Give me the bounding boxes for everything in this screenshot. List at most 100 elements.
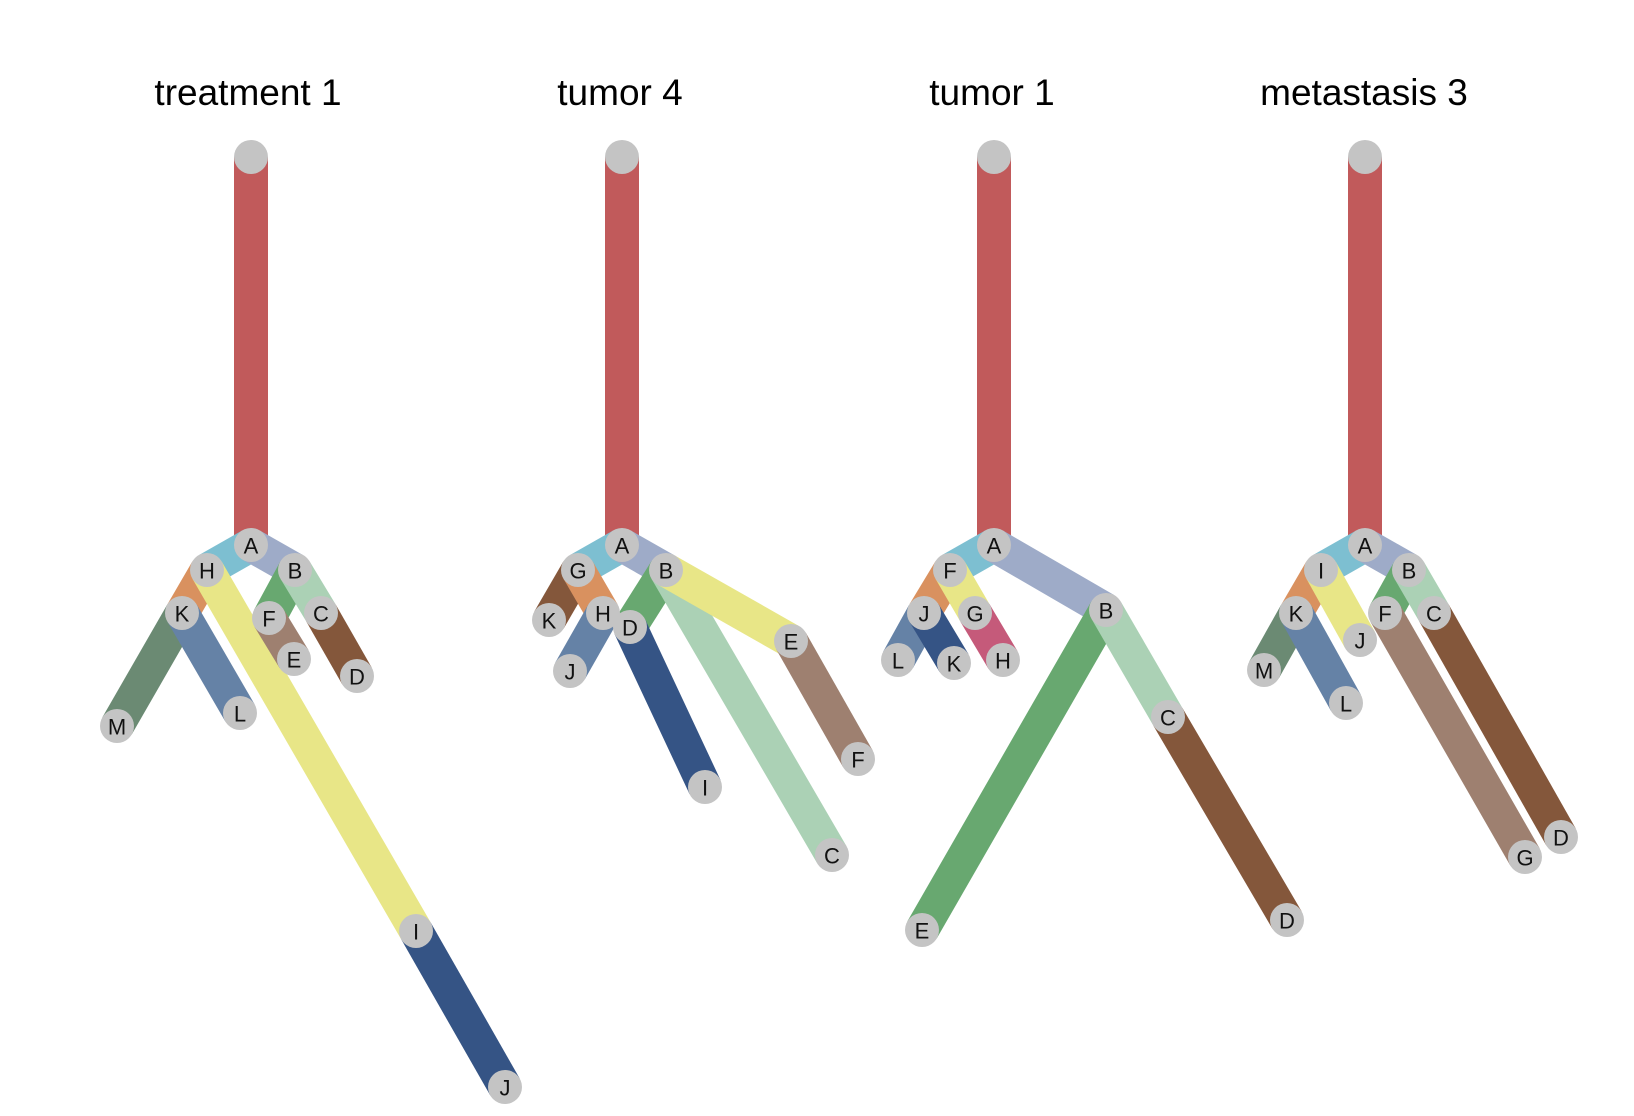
node-label: K — [1289, 602, 1304, 627]
node-label: F — [1378, 602, 1391, 627]
node-a — [977, 528, 1011, 562]
node-d — [613, 610, 647, 644]
node-f — [841, 742, 875, 776]
node-i — [399, 914, 433, 948]
tree-title: tumor 1 — [929, 72, 1054, 113]
node-h — [986, 643, 1020, 677]
node-k — [937, 646, 971, 680]
node-j — [488, 1070, 522, 1104]
node-label: H — [199, 559, 215, 584]
node-root — [977, 140, 1011, 174]
node-label: D — [1279, 909, 1295, 934]
node-label: B — [1402, 559, 1417, 584]
node-m — [1247, 653, 1281, 687]
node-label: G — [1516, 846, 1533, 871]
node-label: C — [824, 844, 840, 869]
edge-c-d — [1153, 708, 1302, 929]
node-b — [1089, 593, 1123, 627]
node-e — [905, 913, 939, 947]
node-label: I — [702, 776, 708, 801]
node-label: C — [1160, 706, 1176, 731]
node-label: A — [615, 534, 630, 559]
node-label: A — [244, 534, 259, 559]
node-c — [1417, 596, 1451, 630]
node-m — [100, 709, 134, 743]
edge-a-b — [985, 530, 1115, 625]
edge-e-f — [776, 632, 873, 768]
node-label: G — [569, 559, 586, 584]
node-label: C — [313, 602, 329, 627]
tree-title: tumor 4 — [557, 72, 682, 113]
node-d — [340, 659, 374, 693]
node-d — [1270, 903, 1304, 937]
node-j — [907, 596, 941, 630]
node-label: L — [234, 702, 246, 727]
node-label: K — [947, 652, 962, 677]
node-b — [1392, 553, 1426, 587]
node-f — [252, 601, 286, 635]
node-label: M — [108, 715, 126, 740]
node-label: B — [659, 559, 674, 584]
node-label: B — [1099, 599, 1114, 624]
node-root — [234, 140, 268, 174]
node-c — [815, 838, 849, 872]
node-label: H — [595, 602, 611, 627]
node-label: I — [413, 920, 419, 945]
node-label: F — [943, 559, 956, 584]
node-label: D — [1553, 826, 1569, 851]
node-e — [277, 642, 311, 676]
node-label: E — [915, 919, 930, 944]
node-d — [1544, 820, 1578, 854]
node-label: J — [500, 1076, 511, 1101]
node-label: A — [987, 534, 1002, 559]
node-e — [774, 624, 808, 658]
node-f — [933, 553, 967, 587]
node-c — [304, 596, 338, 630]
edge-b-c — [651, 561, 847, 864]
node-label: M — [1255, 659, 1273, 684]
edge-h-i — [192, 561, 431, 940]
node-label: J — [1355, 629, 1366, 654]
node-i — [1304, 553, 1338, 587]
node-label: J — [565, 660, 576, 685]
node-k — [532, 603, 566, 637]
tree-metastasis-3: metastasis 3 A I B K JF C M L GD — [1247, 72, 1578, 874]
node-label: F — [851, 748, 864, 773]
node-j — [553, 654, 587, 688]
node-b — [278, 553, 312, 587]
node-i — [688, 770, 722, 804]
node-g — [1508, 840, 1542, 874]
node-label: D — [622, 616, 638, 641]
node-label: H — [995, 649, 1011, 674]
node-label: I — [1318, 559, 1324, 584]
node-label: L — [1340, 692, 1352, 717]
edge-k-l — [1281, 604, 1361, 712]
node-l — [1329, 686, 1363, 720]
node-label: L — [892, 649, 904, 674]
node-a — [1348, 528, 1382, 562]
edge-k-m — [102, 604, 197, 735]
edge-b-e — [907, 601, 1121, 939]
node-label: B — [288, 559, 303, 584]
edge-d-i — [614, 619, 721, 795]
node-label: E — [784, 630, 799, 655]
node-c — [1151, 700, 1185, 734]
edge-b-e — [657, 555, 800, 656]
node-l — [881, 643, 915, 677]
node-label: D — [349, 665, 365, 690]
edge-b-c — [1091, 601, 1183, 726]
tree-treatment-1: treatment 1 A H B K F CE D M L I J — [100, 72, 522, 1104]
node-label: K — [175, 602, 190, 627]
node-b — [649, 553, 683, 587]
edge-k-l — [167, 604, 255, 722]
node-g — [561, 553, 595, 587]
node-label: A — [1358, 534, 1373, 559]
node-g — [958, 596, 992, 630]
edge-f-g — [1370, 604, 1540, 866]
tree-title: treatment 1 — [154, 72, 341, 113]
node-k — [165, 596, 199, 630]
edge-i-j — [401, 922, 520, 1096]
node-label: J — [919, 602, 930, 627]
node-root — [605, 140, 639, 174]
